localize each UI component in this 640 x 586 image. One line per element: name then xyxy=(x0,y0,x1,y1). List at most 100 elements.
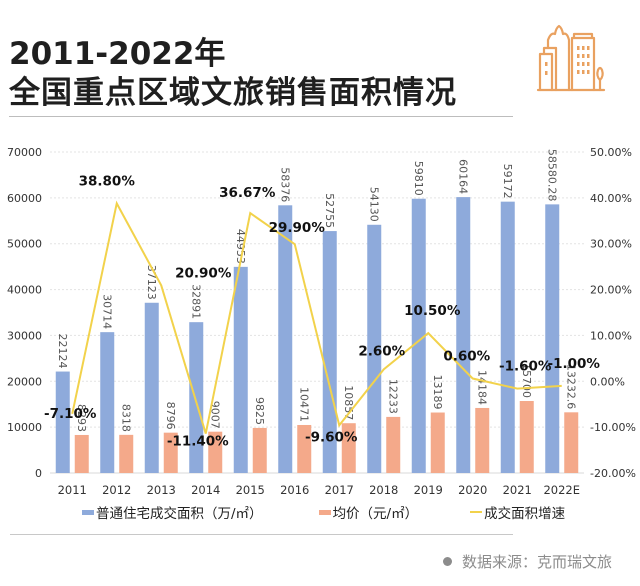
price-bar xyxy=(119,434,134,473)
price-bar-label: 14184 xyxy=(475,370,488,405)
growth-label: -9.60% xyxy=(305,429,358,445)
legend-swatch-price xyxy=(318,509,331,515)
area-bar xyxy=(55,371,70,473)
area-bar xyxy=(367,224,382,473)
bullet-dot-icon xyxy=(442,557,452,566)
area-bar-label: 22124 xyxy=(56,334,69,369)
growth-label: 10.50% xyxy=(404,303,461,319)
left-tick-label: 10000 xyxy=(7,421,42,434)
price-bar xyxy=(163,432,178,473)
price-bar xyxy=(208,431,223,473)
chart-title-line1: 2011-2022年 xyxy=(9,36,226,72)
left-tick-label: 30000 xyxy=(7,329,42,342)
right-tick-label: -20.00% xyxy=(590,467,636,480)
price-bar xyxy=(519,401,534,473)
legend-item-growth: 成交面积增速 xyxy=(470,502,565,522)
chart-title-line2: 全国重点区域文旅销售面积情况 xyxy=(9,75,457,111)
left-tick-label: 50000 xyxy=(7,238,42,251)
left-tick-label: 70000 xyxy=(7,146,42,159)
area-bar-label: 52755 xyxy=(323,193,336,228)
legend-swatch-growth xyxy=(470,511,483,513)
x-tick-label: 2018 xyxy=(369,483,398,497)
growth-label: -7.10% xyxy=(44,406,97,422)
price-bar xyxy=(297,424,312,473)
x-tick-label: 2011 xyxy=(58,483,87,497)
growth-label: 36.67% xyxy=(219,185,276,201)
price-bar xyxy=(475,407,490,473)
growth-label: 2.60% xyxy=(358,343,405,359)
footer-divider xyxy=(10,534,513,535)
right-tick-label: -10.00% xyxy=(590,421,636,434)
price-bar-label: 9825 xyxy=(253,397,266,425)
area-bar xyxy=(233,266,248,473)
price-bar xyxy=(252,427,267,473)
price-bar-label: 10471 xyxy=(297,387,310,422)
data-source-text: 数据来源：克而瑞文旅 xyxy=(461,553,612,571)
legend-label-area: 普通住宅成交面积（万/㎡） xyxy=(96,506,263,522)
x-tick-label: 2019 xyxy=(414,483,443,497)
x-tick-label: 2013 xyxy=(147,483,176,497)
left-axis-ticks: 0 10000 20000 30000 40000 50000 60000 70000 xyxy=(7,146,42,480)
growth-label: 38.80% xyxy=(79,173,136,189)
legend-label-price: 均价（元/㎡） xyxy=(332,506,419,522)
price-bar xyxy=(74,434,89,473)
price-bar-label: 13189 xyxy=(431,375,444,410)
combo-chart: 0 10000 20000 30000 40000 50000 60000 70000 -20… xyxy=(7,146,636,497)
x-axis-ticks: 2011 2012 2013 2014 2015 2016 2017 2018 2019 2020… xyxy=(58,483,580,497)
bars xyxy=(55,197,579,474)
growth-label: 20.90% xyxy=(175,265,232,281)
x-tick-label: 2016 xyxy=(280,483,309,497)
x-tick-label: 2017 xyxy=(325,483,354,497)
legend-label-growth: 成交面积增速 xyxy=(484,506,566,522)
area-bar xyxy=(500,201,515,473)
area-bar xyxy=(322,231,337,473)
price-bar-label: 8796 xyxy=(164,402,177,430)
left-tick-label: 40000 xyxy=(7,284,42,297)
x-tick-label: 2022E xyxy=(543,483,580,497)
price-bar xyxy=(386,416,401,473)
left-tick-label: 0 xyxy=(35,467,42,480)
right-axis-ticks: -20.00% -10.00% 0.00% 10.00% 20.00% 30.00% 40.… xyxy=(590,146,636,480)
price-bar xyxy=(430,412,445,473)
growth-line-layer xyxy=(71,200,562,434)
area-bar-label: 60164 xyxy=(456,159,469,194)
area-bar xyxy=(545,204,560,474)
price-bar xyxy=(564,412,579,473)
gridlines xyxy=(50,151,584,474)
area-bar xyxy=(278,205,293,474)
growth-labels: -7.10% 38.80% 20.90% -11.40% 36.67% 29.90% -9.… xyxy=(44,173,600,449)
area-bar-label: 37123 xyxy=(145,265,158,300)
right-tick-label: 20.00% xyxy=(590,284,632,297)
growth-label: -11.40% xyxy=(167,434,229,450)
x-tick-label: 2020 xyxy=(458,483,487,497)
price-bar-label: 8293 xyxy=(75,404,88,432)
area-bar-label: 30714 xyxy=(100,294,113,329)
x-tick-label: 2021 xyxy=(503,483,532,497)
area-bar-label: 59810 xyxy=(412,161,425,196)
left-tick-label: 60000 xyxy=(7,192,42,205)
legend-item-area: 普通住宅成交面积（万/㎡） xyxy=(82,502,263,522)
area-bar xyxy=(456,197,471,473)
x-tick-label: 2015 xyxy=(236,483,265,497)
legend-item-price: 均价（元/㎡） xyxy=(318,502,419,522)
left-tick-label: 20000 xyxy=(7,375,42,388)
price-bar-label: 13232.6 xyxy=(564,364,577,410)
right-tick-label: 10.00% xyxy=(590,329,632,342)
legend-swatch-area xyxy=(82,509,94,515)
area-bar-label: 32891 xyxy=(189,284,202,319)
area-bar xyxy=(189,322,204,473)
area-bar-label: 58580.28 xyxy=(545,149,558,202)
area-bar xyxy=(411,198,426,473)
bar-labels: 2212482933071483183712387963289190074495… xyxy=(56,149,578,432)
x-tick-label: 2012 xyxy=(102,483,131,497)
price-bar xyxy=(341,423,356,473)
area-bar-label: 59172 xyxy=(501,164,514,199)
growth-label: -1.60% xyxy=(499,359,552,375)
price-bar-label: 8318 xyxy=(119,404,132,432)
price-bar-label: 12233 xyxy=(386,379,399,414)
area-bar-label: 44953 xyxy=(234,229,247,264)
area-bar-label: 54130 xyxy=(367,187,380,222)
right-tick-label: 50.00% xyxy=(590,146,632,159)
right-tick-label: 40.00% xyxy=(590,192,632,205)
legend: 普通住宅成交面积（万/㎡） 均价（元/㎡） 成交面积增速 xyxy=(82,502,595,522)
